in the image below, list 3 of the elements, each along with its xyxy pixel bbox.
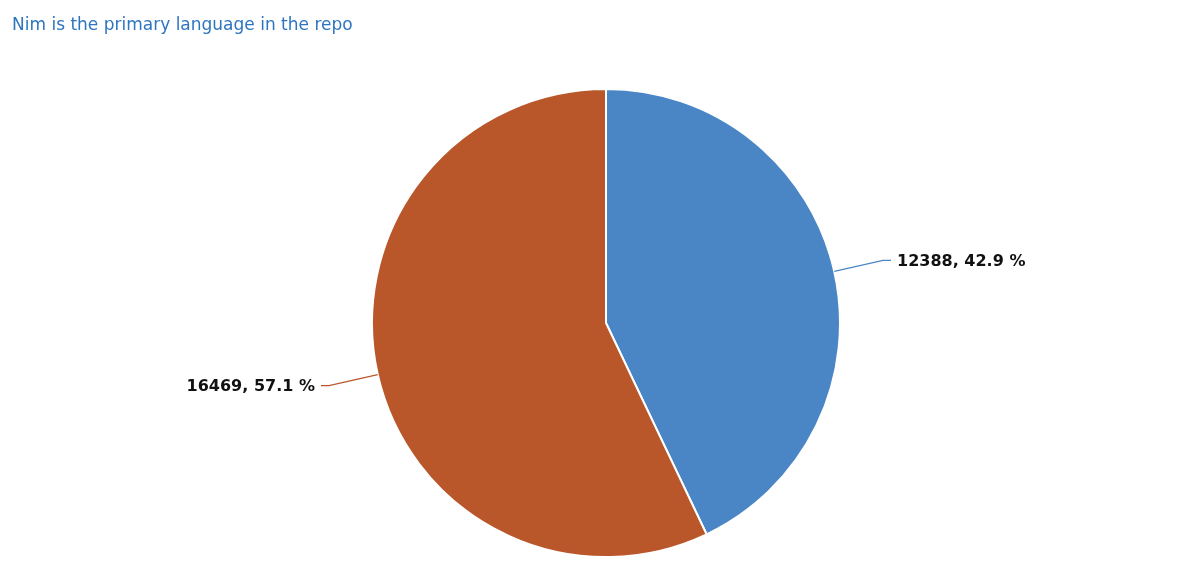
- data-label: 12388, 42.9 %: [897, 250, 1026, 270]
- chart-title: Nim is the primary language in the repo: [11, 13, 354, 36]
- data-label: 16469, 57.1 %: [186, 376, 315, 396]
